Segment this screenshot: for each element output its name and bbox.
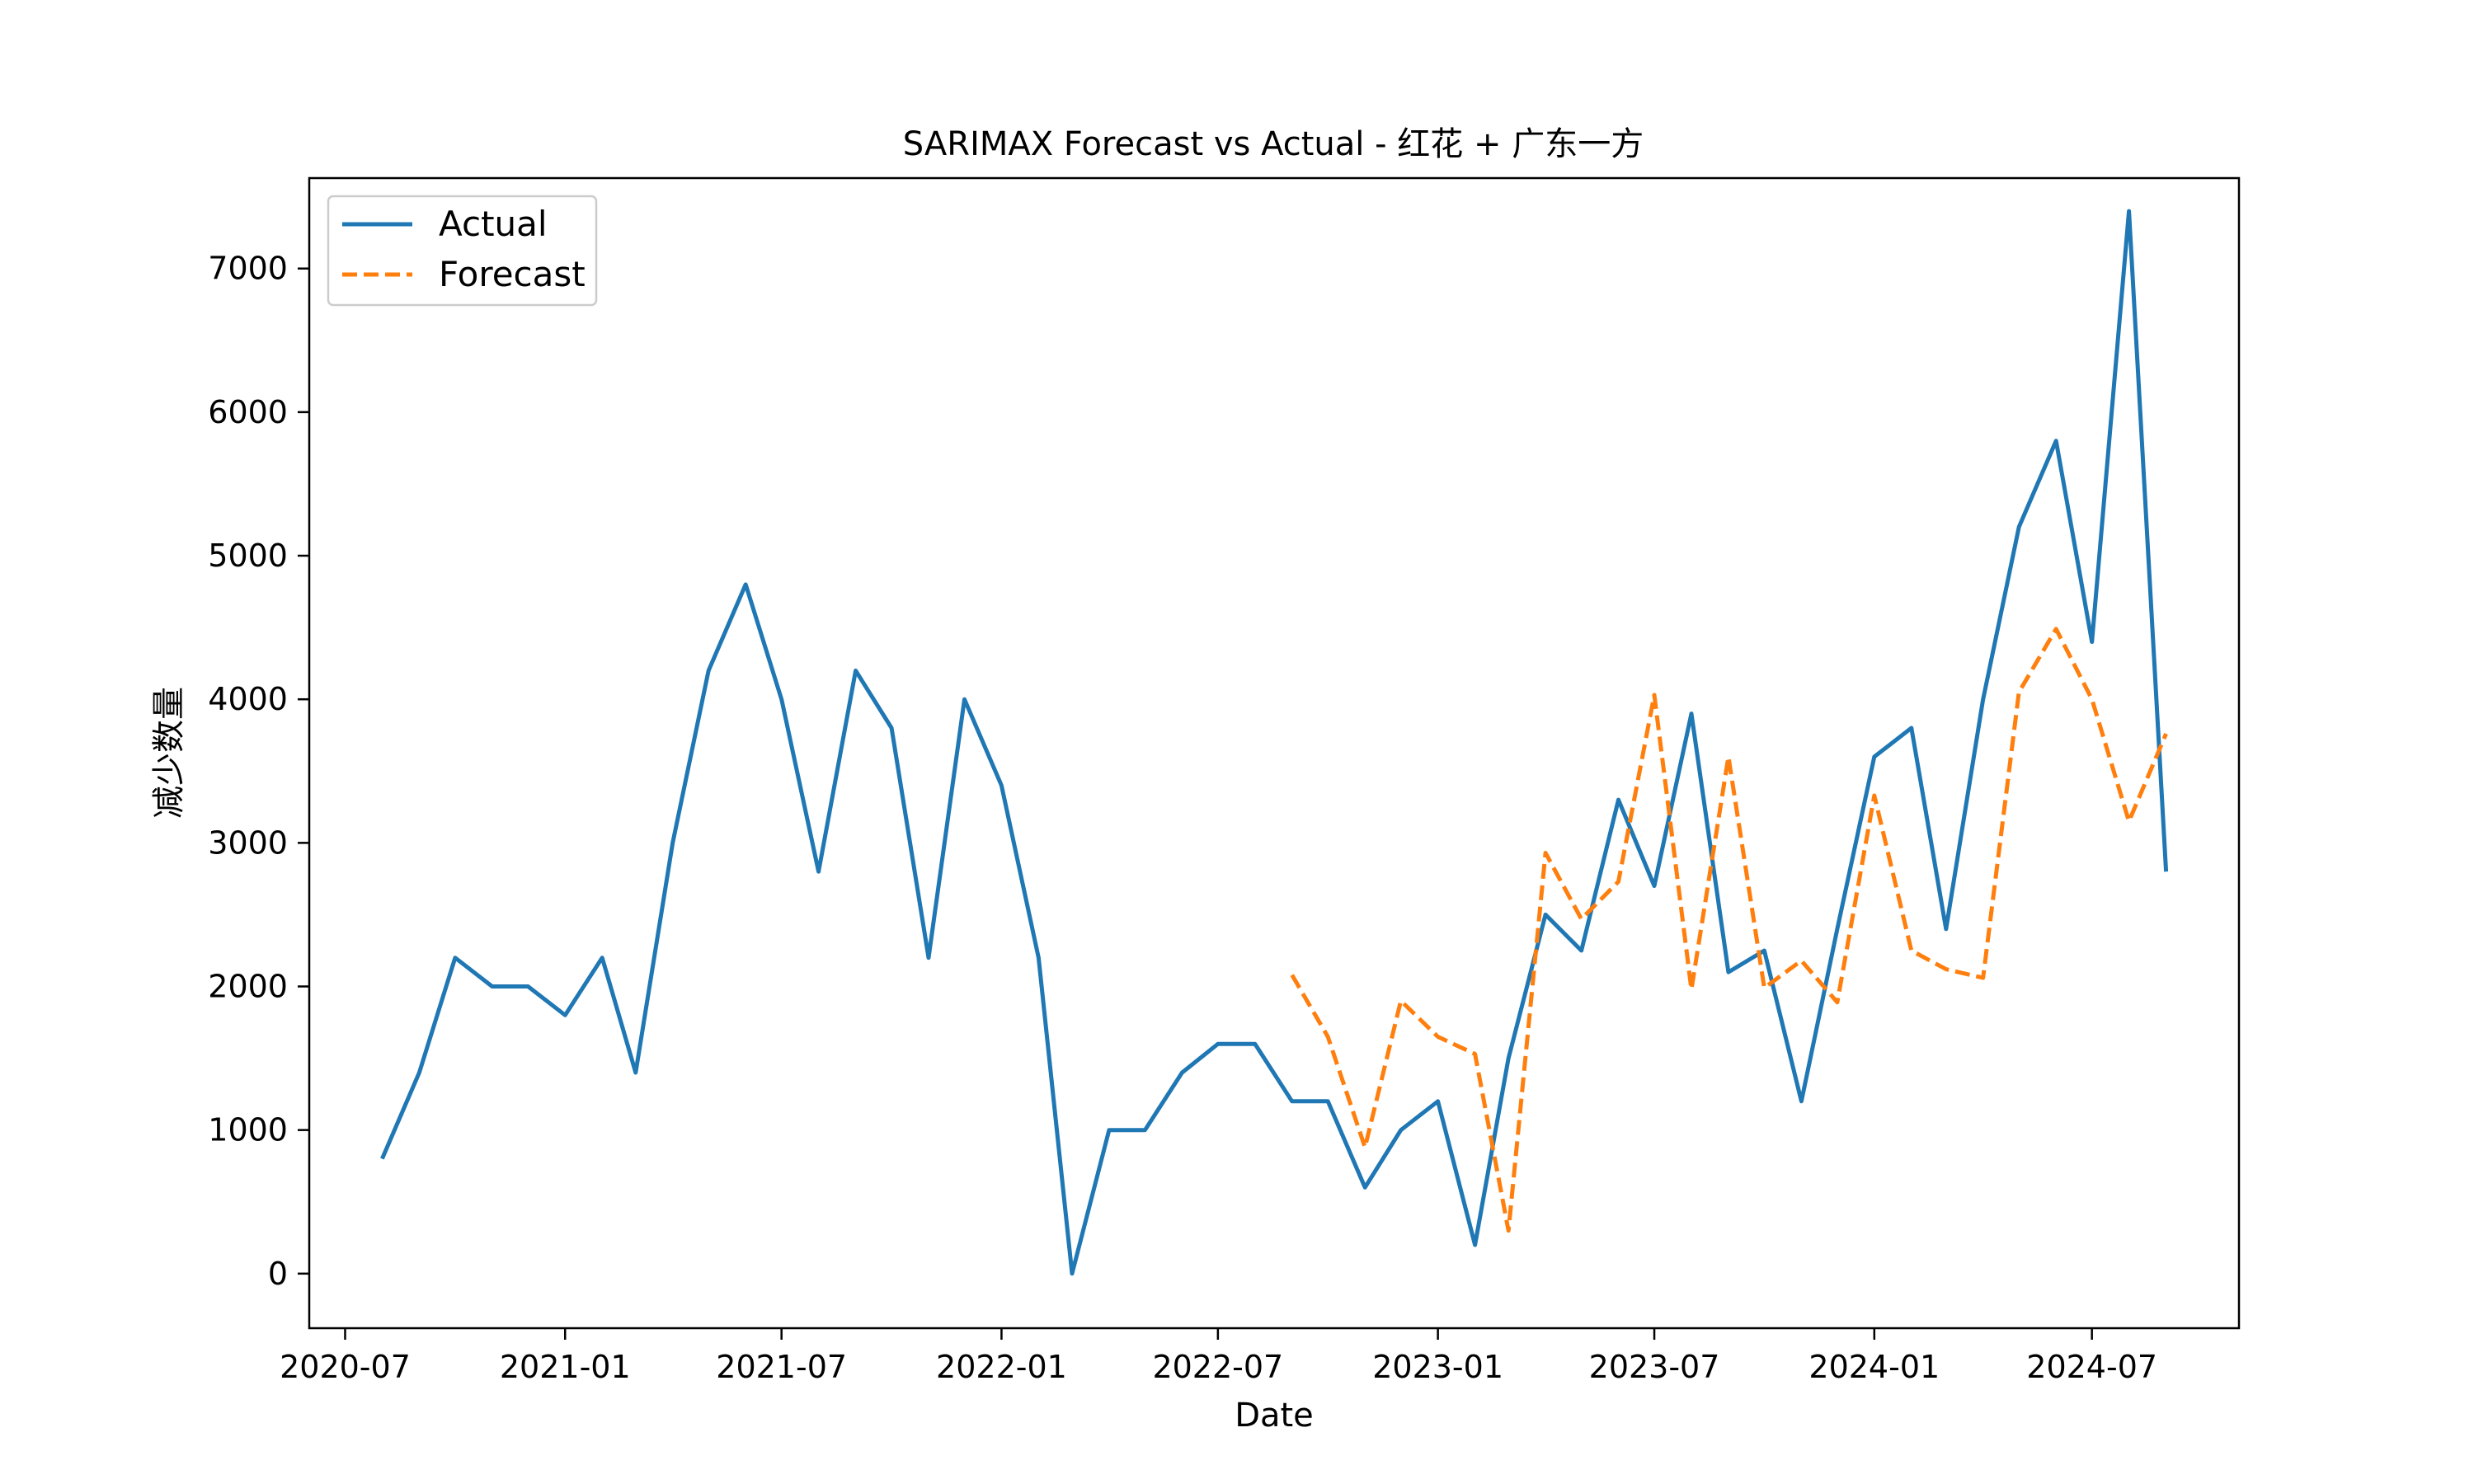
y-axis: 0 1000 2000 3000 4000 5000 6000 7000 [208,251,309,1292]
x-tick-label: 2021-01 [500,1349,631,1385]
y-tick-label: 0 [268,1256,288,1292]
legend-label-forecast: Forecast [439,254,586,294]
legend: Actual Forecast [327,195,598,307]
x-axis: 2020-07 2021-01 2021-07 2022-01 2022-07 2023-… [280,1328,2157,1385]
y-tick-label: 5000 [208,538,288,574]
x-tick-label: 2020-07 [280,1349,411,1385]
y-tick-label: 4000 [208,681,288,717]
x-tick-label: 2024-01 [1808,1349,1940,1385]
x-tick-label: 2023-07 [1589,1349,1720,1385]
chart-title: SARIMAX Forecast vs Actual - 红花 + 广东一方 [903,125,1644,163]
y-tick-label: 1000 [208,1112,288,1148]
x-tick-label: 2021-07 [716,1349,847,1385]
x-tick-label: 2022-07 [1152,1349,1283,1385]
x-tick-label: 2024-07 [2026,1349,2157,1385]
y-tick-label: 7000 [208,251,288,287]
y-axis-label: 减少数量 [150,687,188,819]
y-tick-label: 6000 [208,394,288,430]
series-line-actual [380,209,2169,1276]
legend-label-actual: Actual [439,204,548,244]
plot-frame [308,176,2241,1330]
y-tick-label: 2000 [208,969,288,1005]
y-tick-label: 3000 [208,824,288,861]
x-tick-label: 2023-01 [1372,1349,1503,1385]
plot-area [380,209,2169,1276]
x-axis-label: Date [1235,1397,1314,1435]
x-tick-label: 2022-01 [936,1349,1067,1385]
